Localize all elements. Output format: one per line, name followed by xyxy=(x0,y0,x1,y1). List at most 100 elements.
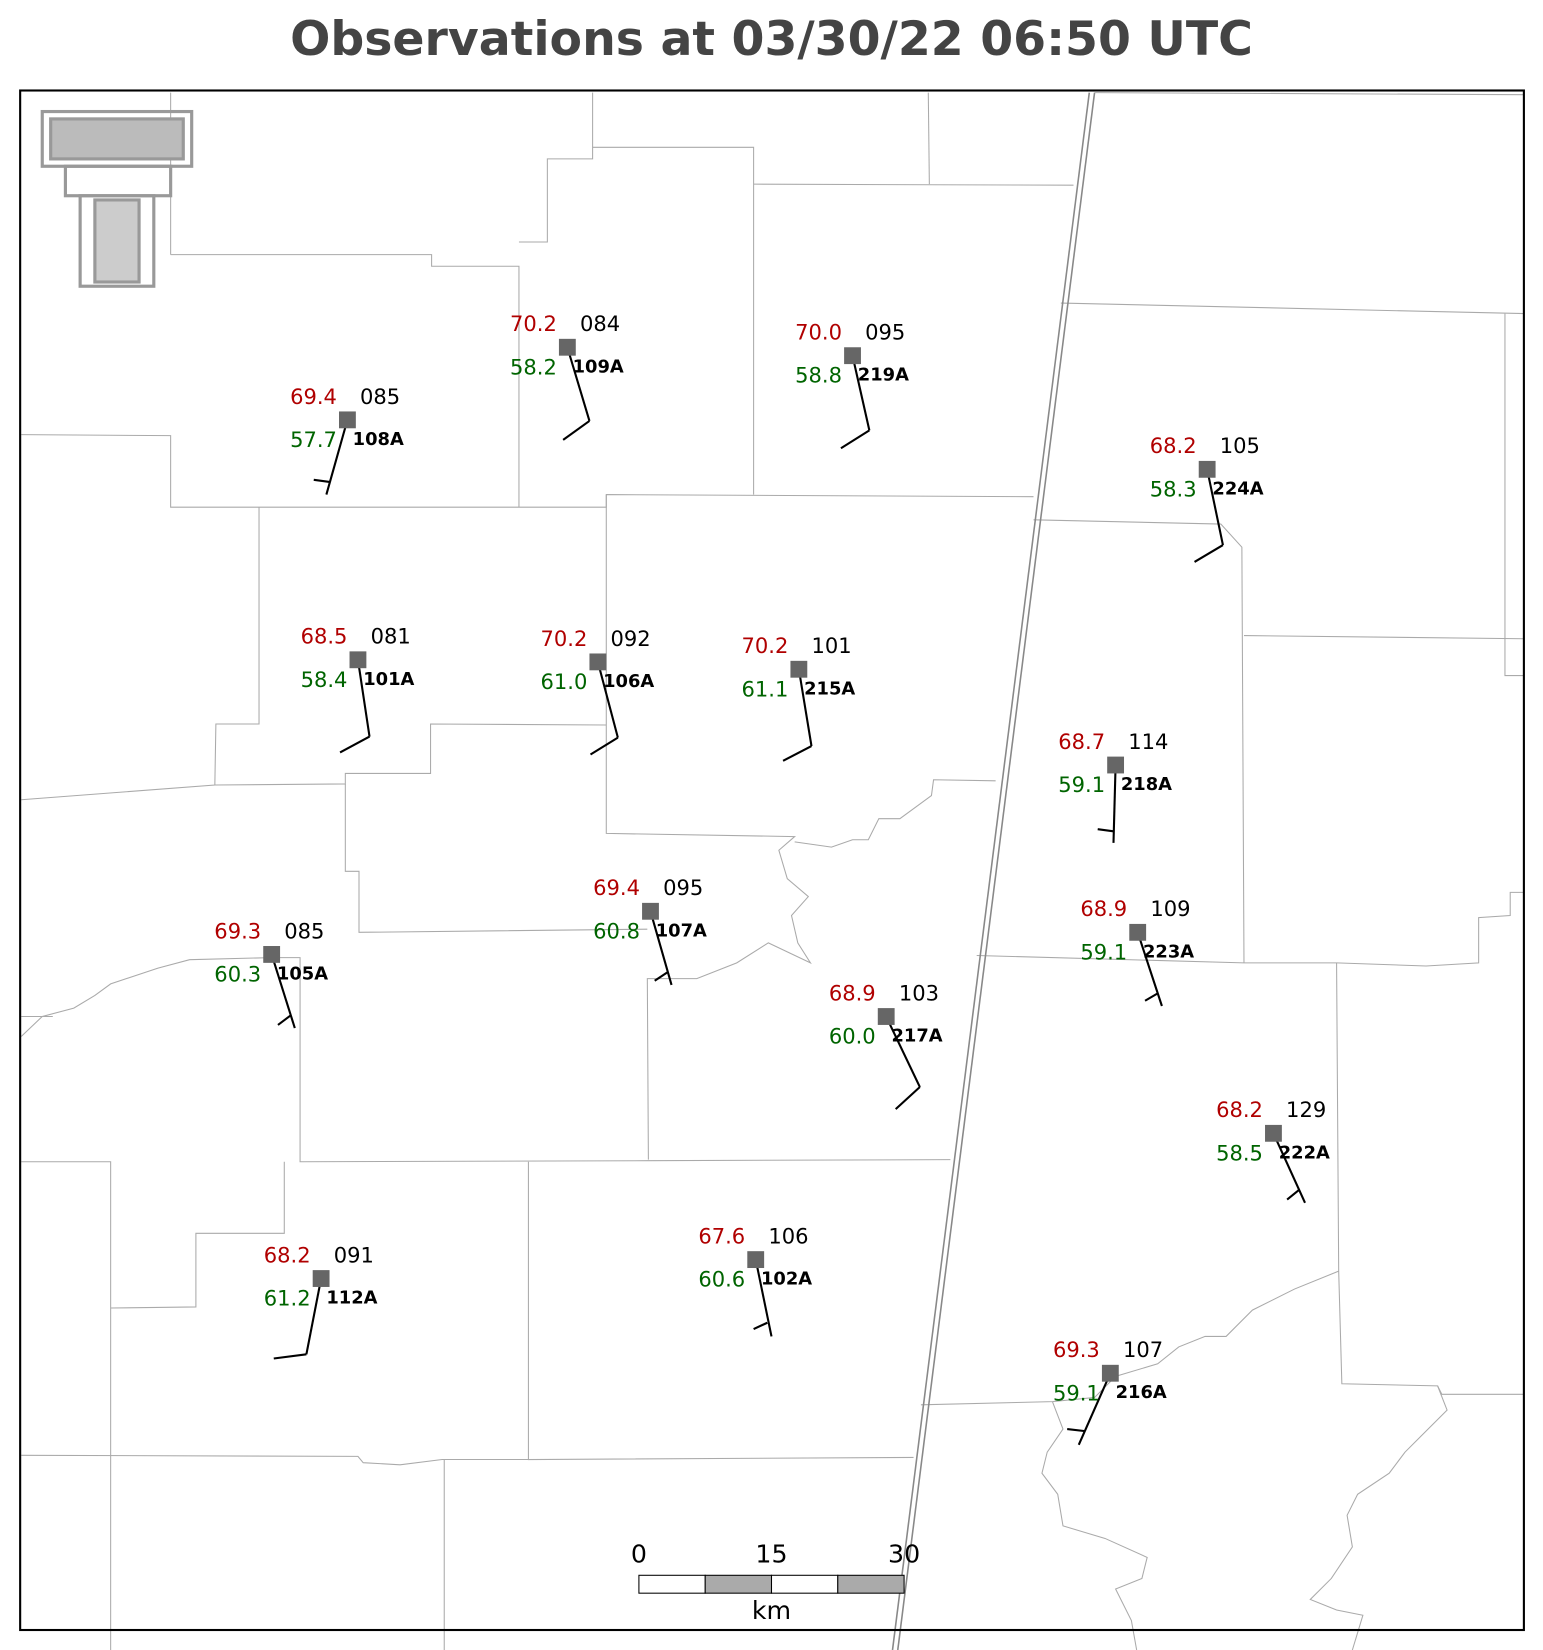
dewpoint: 60.0 xyxy=(829,1024,876,1049)
scale-bar: 0 15 30 km xyxy=(631,1539,920,1625)
wind-staff xyxy=(885,1016,921,1088)
logo xyxy=(40,109,194,288)
dewpoint: 60.3 xyxy=(214,961,261,986)
pressure: 105 xyxy=(1220,433,1260,458)
station-id: 215A xyxy=(804,678,855,699)
pressure: 107 xyxy=(1123,1337,1163,1362)
dewpoint: 58.5 xyxy=(1216,1140,1263,1165)
station-marker xyxy=(844,347,861,365)
station-id: 224A xyxy=(1212,478,1263,499)
station-id: 222A xyxy=(1279,1142,1330,1163)
scale-segment xyxy=(638,1574,706,1594)
county-lines xyxy=(20,92,1524,1650)
wind-barb xyxy=(1067,1427,1086,1433)
pressure: 129 xyxy=(1286,1097,1326,1122)
station-id: 107A xyxy=(656,920,707,941)
wind-barb xyxy=(840,429,870,450)
dewpoint: 59.1 xyxy=(1058,772,1105,797)
map-frame xyxy=(19,89,1525,1632)
pressure: 103 xyxy=(899,980,939,1005)
scale-segment xyxy=(837,1574,905,1594)
station-id: 108A xyxy=(353,429,404,450)
temperature: 69.4 xyxy=(290,384,337,409)
temperature: 69.3 xyxy=(1053,1337,1100,1362)
dewpoint: 57.7 xyxy=(290,427,337,452)
wind-barb xyxy=(277,1014,292,1026)
station-marker xyxy=(642,902,659,920)
temperature: 68.9 xyxy=(829,980,876,1005)
temperature: 69.3 xyxy=(214,918,261,943)
temperature: 70.2 xyxy=(742,633,789,658)
scale-unit: km xyxy=(752,1596,791,1625)
wind-staff xyxy=(596,661,619,738)
dewpoint: 58.2 xyxy=(510,354,557,379)
station-marker xyxy=(1101,1364,1119,1382)
wind-staff xyxy=(1112,764,1117,843)
station-marker xyxy=(790,660,808,678)
dewpoint: 58.4 xyxy=(301,667,348,692)
scale-label: 30 xyxy=(888,1539,920,1568)
dewpoint: 60.6 xyxy=(698,1267,745,1292)
wind-barb xyxy=(589,736,619,756)
pressure: 114 xyxy=(1128,729,1168,754)
pressure: 091 xyxy=(334,1242,374,1267)
dewpoint: 61.1 xyxy=(742,676,789,701)
wind-staff xyxy=(649,910,673,986)
wind-barb xyxy=(753,1321,768,1331)
temperature: 67.6 xyxy=(698,1224,745,1249)
station-id: 106A xyxy=(603,671,654,692)
pressure: 095 xyxy=(865,320,905,345)
station-id: 109A xyxy=(573,356,624,377)
wind-staff xyxy=(305,1278,323,1355)
dewpoint: 61.0 xyxy=(541,669,588,694)
temperature: 68.2 xyxy=(1216,1097,1263,1122)
station-marker xyxy=(1198,460,1216,478)
station-id: 105A xyxy=(277,963,328,984)
wind-barb xyxy=(1097,828,1114,833)
station-marker xyxy=(1129,923,1147,941)
wind-staff xyxy=(356,659,371,737)
wind-barb xyxy=(339,735,371,754)
temperature: 70.2 xyxy=(510,311,557,336)
pressure: 095 xyxy=(663,875,703,900)
wind-staff xyxy=(1206,469,1224,546)
station-marker xyxy=(339,411,356,429)
scale-label: 0 xyxy=(631,1539,647,1568)
station-marker xyxy=(558,338,576,356)
wind-barb xyxy=(1286,1189,1300,1201)
wind-barb xyxy=(1144,992,1159,1002)
wind-barb xyxy=(654,971,668,982)
scale-segment xyxy=(704,1574,773,1594)
station-marker xyxy=(747,1251,765,1269)
station-marker xyxy=(312,1270,330,1287)
pressure: 106 xyxy=(768,1224,808,1249)
station-marker xyxy=(349,651,367,669)
pressure: 084 xyxy=(580,311,620,336)
wind-staff xyxy=(325,419,349,495)
wind-staff xyxy=(851,355,871,431)
dewpoint: 59.1 xyxy=(1053,1380,1100,1405)
pressure: 081 xyxy=(371,624,411,649)
temperature: 69.4 xyxy=(593,875,640,900)
station-marker xyxy=(589,653,607,671)
station-id: 217A xyxy=(891,1026,942,1047)
station-marker xyxy=(1265,1124,1282,1142)
station-id: 218A xyxy=(1121,774,1172,795)
dewpoint: 58.3 xyxy=(1150,476,1197,501)
wind-staff xyxy=(566,346,591,422)
pressure: 085 xyxy=(360,384,400,409)
wind-barb xyxy=(894,1086,921,1110)
wind-staff xyxy=(797,669,813,747)
wind-barb xyxy=(782,745,812,762)
pressure: 101 xyxy=(811,633,851,658)
wind-barb xyxy=(313,478,330,483)
temperature: 70.2 xyxy=(541,626,588,651)
wind-staff xyxy=(754,1259,773,1337)
stations: 69.4 085 57.7 108A 70.2 084 58.2 109A 70.0 095 58.… xyxy=(214,311,1330,1446)
map-title: Observations at 03/30/22 06:50 UTC xyxy=(290,12,1253,67)
temperature: 68.9 xyxy=(1080,896,1127,921)
station-marker xyxy=(1107,756,1125,774)
station-id: 216A xyxy=(1116,1382,1167,1403)
wind-staff xyxy=(1272,1132,1306,1204)
